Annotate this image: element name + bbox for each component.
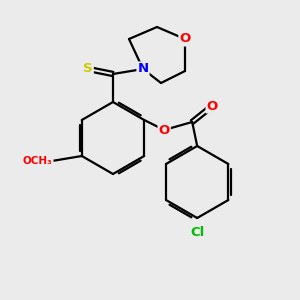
Text: O: O: [179, 32, 191, 46]
Text: Cl: Cl: [190, 226, 204, 238]
Text: N: N: [137, 62, 148, 76]
Text: S: S: [83, 62, 93, 76]
Text: OCH₃: OCH₃: [23, 156, 53, 166]
Text: O: O: [207, 100, 218, 112]
Text: O: O: [159, 124, 170, 136]
